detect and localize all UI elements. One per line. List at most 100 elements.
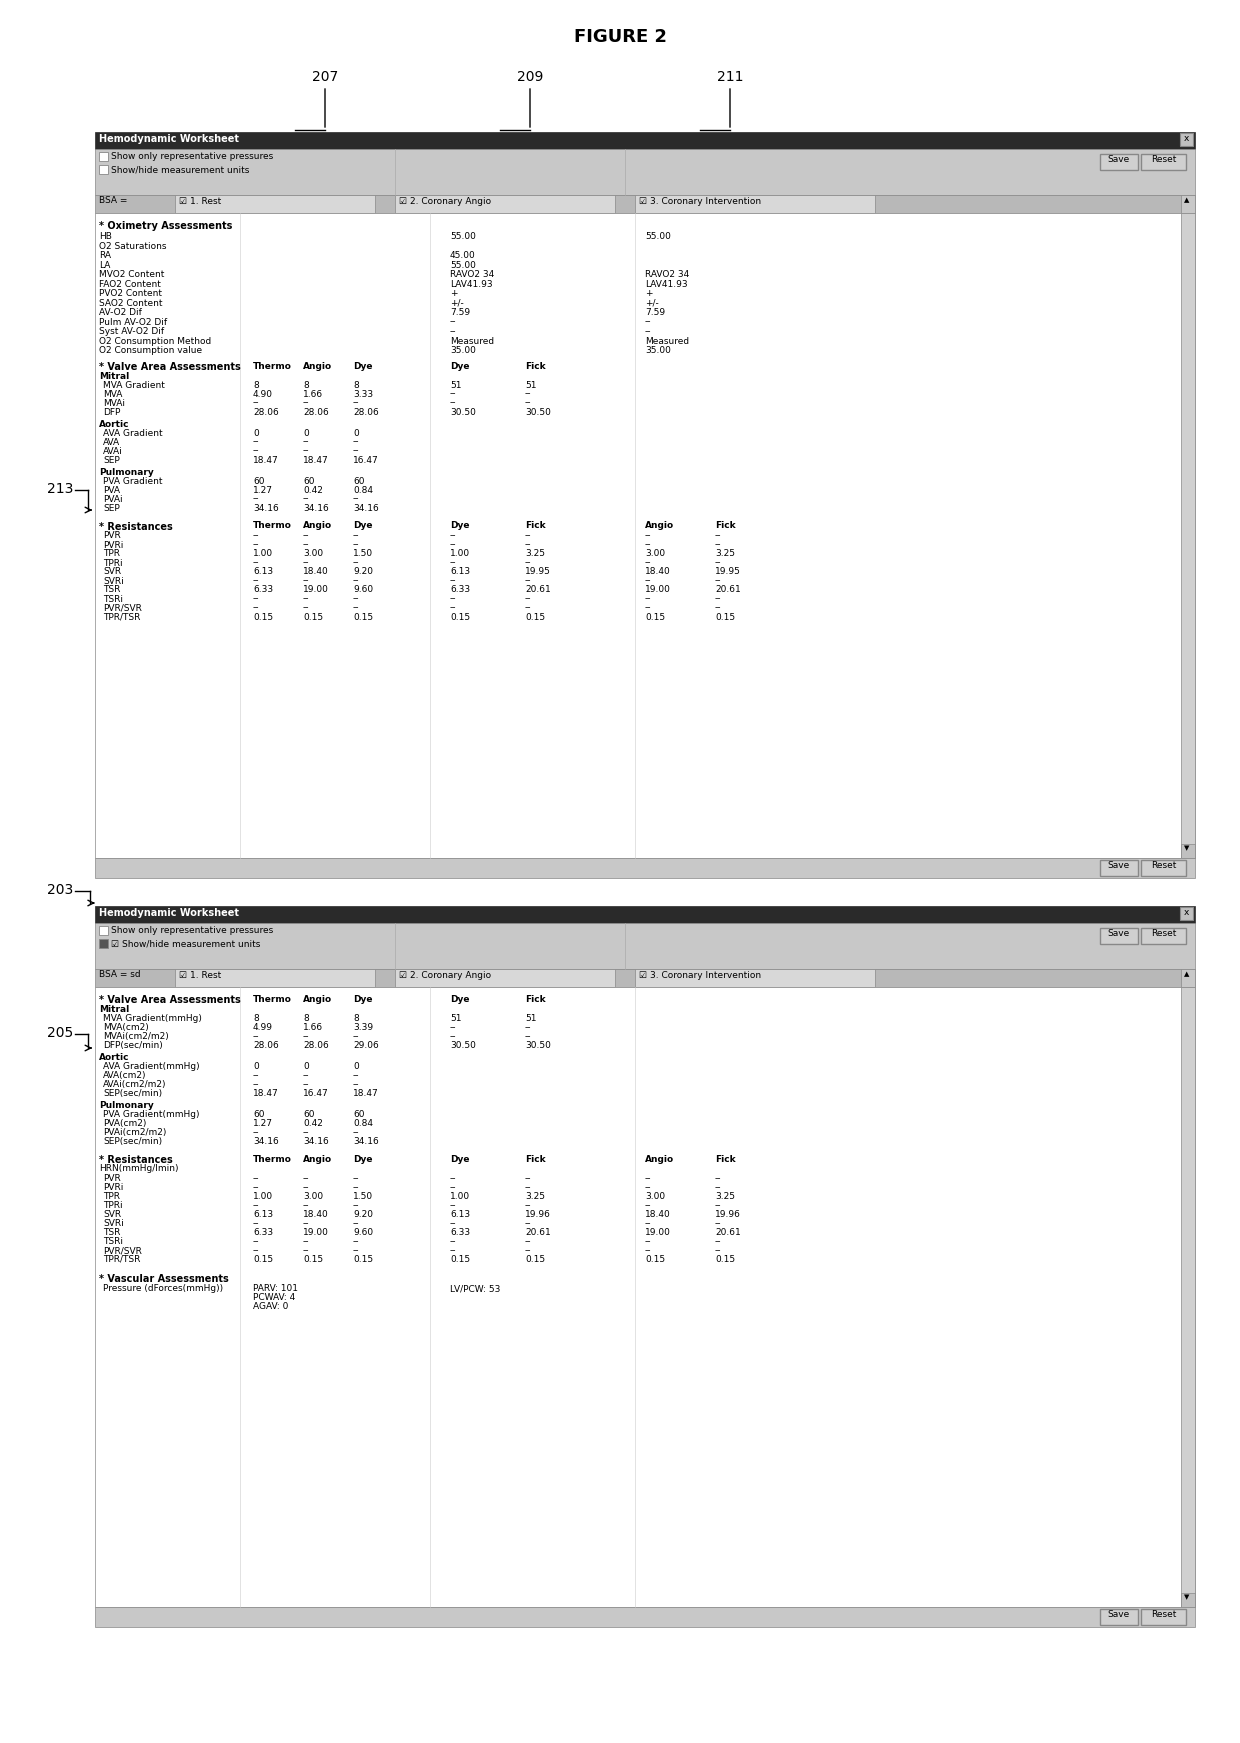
Text: 0.15: 0.15	[450, 1255, 470, 1264]
Bar	[396, 195, 615, 213]
Text: --: --	[353, 1128, 360, 1136]
Text: 1.00: 1.00	[253, 1192, 273, 1201]
Text: 55.00: 55.00	[450, 260, 476, 270]
Text: 1.00: 1.00	[253, 549, 273, 558]
Text: DFP(sec/min): DFP(sec/min)	[103, 1041, 162, 1049]
Text: --: --	[715, 1238, 722, 1246]
Text: --: --	[253, 603, 259, 612]
Text: --: --	[715, 1218, 722, 1229]
Text: 51: 51	[525, 380, 537, 389]
Text: --: --	[303, 603, 310, 612]
Text: --: --	[253, 1175, 259, 1183]
Text: O2 Consumption Method: O2 Consumption Method	[99, 336, 211, 345]
Text: 0.84: 0.84	[353, 486, 373, 495]
Text: Pulm AV-O2 Dif: Pulm AV-O2 Dif	[99, 317, 167, 326]
Text: --: --	[450, 1175, 456, 1183]
Text: 3.00: 3.00	[645, 549, 665, 558]
Text: ☑ Show/hide measurement units: ☑ Show/hide measurement units	[112, 939, 260, 948]
Text: --: --	[303, 1246, 310, 1255]
Text: 34.16: 34.16	[353, 1136, 378, 1145]
Text: 205: 205	[47, 1027, 73, 1041]
Text: --: --	[303, 1201, 310, 1210]
Text: BSA =: BSA =	[99, 195, 128, 206]
Text: PVAi: PVAi	[103, 495, 123, 504]
Text: TSR: TSR	[103, 586, 120, 594]
Text: * Valve Area Assessments: * Valve Area Assessments	[99, 361, 241, 371]
Text: --: --	[525, 1032, 532, 1041]
Text: RAVO2 34: RAVO2 34	[645, 270, 689, 279]
Text: --: --	[715, 1246, 722, 1255]
Text: --: --	[303, 1175, 310, 1183]
Text: MVAi(cm2/m2): MVAi(cm2/m2)	[103, 1032, 169, 1041]
Text: Save: Save	[1107, 929, 1130, 938]
Bar	[635, 969, 875, 987]
Text: 6.13: 6.13	[450, 1210, 470, 1218]
Bar	[95, 987, 1195, 1607]
Text: 4.90: 4.90	[253, 389, 273, 399]
Text: --: --	[715, 1175, 722, 1183]
Text: Aortic: Aortic	[99, 420, 129, 429]
Text: --: --	[253, 594, 259, 603]
Text: Dye: Dye	[353, 995, 372, 1004]
Text: --: --	[353, 1218, 360, 1229]
Text: --: --	[450, 558, 456, 568]
Text: 1.50: 1.50	[353, 1192, 373, 1201]
Text: ▼: ▼	[1184, 1595, 1189, 1600]
Text: MVA(cm2): MVA(cm2)	[103, 1023, 149, 1032]
Text: ☑ 3. Coronary Intervention: ☑ 3. Coronary Intervention	[639, 197, 761, 206]
Text: 9.20: 9.20	[353, 568, 373, 577]
Text: Measured: Measured	[450, 336, 494, 345]
Text: --: --	[450, 532, 456, 540]
Text: 8: 8	[303, 380, 309, 389]
Text: 34.16: 34.16	[353, 504, 378, 512]
Text: * Resistances: * Resistances	[99, 1156, 172, 1164]
Text: --: --	[303, 1238, 310, 1246]
Text: 0.15: 0.15	[450, 612, 470, 622]
Text: Angio: Angio	[303, 1156, 332, 1164]
Text: --: --	[353, 1183, 360, 1192]
Text: 28.06: 28.06	[303, 1041, 329, 1049]
Text: --: --	[645, 1218, 651, 1229]
Text: O2 Consumption value: O2 Consumption value	[99, 347, 202, 356]
Text: AGAV: 0: AGAV: 0	[253, 1302, 289, 1311]
Text: 0.15: 0.15	[353, 1255, 373, 1264]
Text: 9.60: 9.60	[353, 586, 373, 594]
Bar	[1180, 969, 1195, 987]
Text: --: --	[353, 1238, 360, 1246]
Text: Thermo: Thermo	[253, 521, 291, 530]
Text: Reset: Reset	[1151, 929, 1177, 938]
Text: 211: 211	[717, 70, 743, 84]
Text: 0.15: 0.15	[525, 1255, 546, 1264]
Text: Save: Save	[1107, 155, 1130, 164]
Text: DFP: DFP	[103, 408, 120, 417]
Text: 20.61: 20.61	[525, 586, 551, 594]
Text: --: --	[253, 437, 259, 446]
Text: 60: 60	[303, 476, 315, 486]
Text: 207: 207	[312, 70, 339, 84]
Bar	[1180, 844, 1195, 858]
Text: --: --	[253, 1201, 259, 1210]
Text: 8: 8	[353, 380, 358, 389]
Text: 1.66: 1.66	[303, 1023, 324, 1032]
Text: 16.47: 16.47	[303, 1089, 329, 1098]
Text: MVA: MVA	[103, 389, 123, 399]
Text: --: --	[450, 1183, 456, 1192]
Text: Pulmonary: Pulmonary	[99, 467, 154, 476]
Text: Reset: Reset	[1151, 1611, 1177, 1619]
Text: 6.13: 6.13	[450, 568, 470, 577]
Text: Hemodynamic Worksheet: Hemodynamic Worksheet	[99, 134, 239, 145]
Text: --: --	[353, 540, 360, 549]
Text: --: --	[303, 532, 310, 540]
Text: --: --	[525, 1023, 532, 1032]
Bar	[95, 195, 1195, 213]
Text: 34.16: 34.16	[253, 1136, 279, 1145]
Text: --: --	[253, 558, 259, 568]
Text: --: --	[715, 603, 722, 612]
Text: 29.06: 29.06	[353, 1041, 378, 1049]
Text: SEP(sec/min): SEP(sec/min)	[103, 1136, 162, 1145]
Text: Hemodynamic Worksheet: Hemodynamic Worksheet	[99, 908, 239, 919]
Bar	[95, 132, 1195, 148]
Text: --: --	[450, 1246, 456, 1255]
Text: HB: HB	[99, 232, 112, 241]
Text: --: --	[303, 594, 310, 603]
